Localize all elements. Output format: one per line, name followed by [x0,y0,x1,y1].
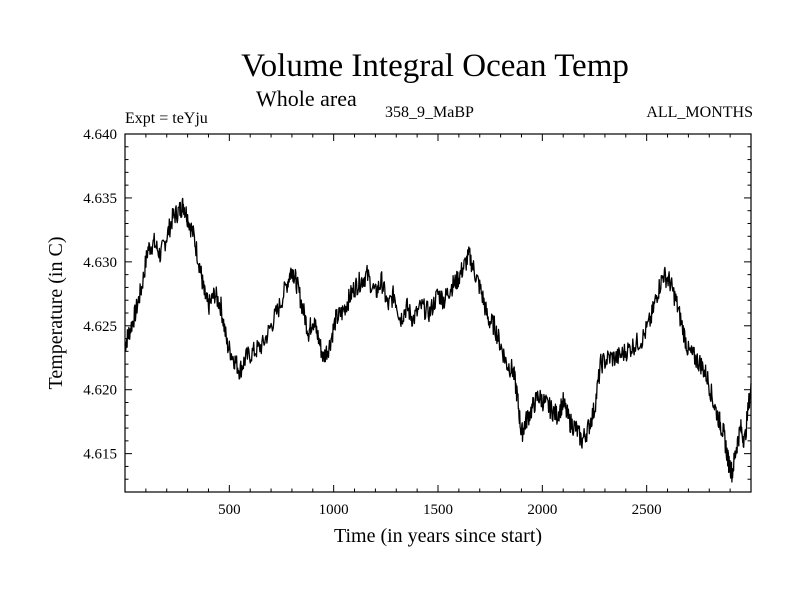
series-line [124,197,752,483]
experiment-label: Expt = teYju [125,110,208,127]
y-tick-label: 4.620 [83,383,117,399]
y-tick-label: 4.625 [83,319,117,335]
y-tick-label: 4.640 [83,127,117,143]
x-tick-label: 1500 [423,502,453,518]
x-tick-label: 500 [218,502,241,518]
months-label: ALL_MONTHS [646,104,753,121]
x-tick-label: 1000 [319,502,349,518]
x-tick-label: 2500 [632,502,662,518]
x-axis: 500 1000 1500 2000 2500 [145,134,731,518]
chart-title: Volume Integral Ocean Temp [241,48,629,84]
y-tick-label: 4.630 [83,255,117,271]
y-tick-label: 4.615 [83,447,117,463]
x-axis-label: Time (in years since start) [334,525,542,547]
y-tick-label: 4.635 [83,191,117,207]
x-tick-label: 2000 [527,502,557,518]
case-label: 358_9_MaBP [385,104,474,121]
plot-frame [124,133,752,493]
chart-subtitle: Whole area [256,86,357,111]
y-axis-label: Temperature (in C) [45,237,67,390]
